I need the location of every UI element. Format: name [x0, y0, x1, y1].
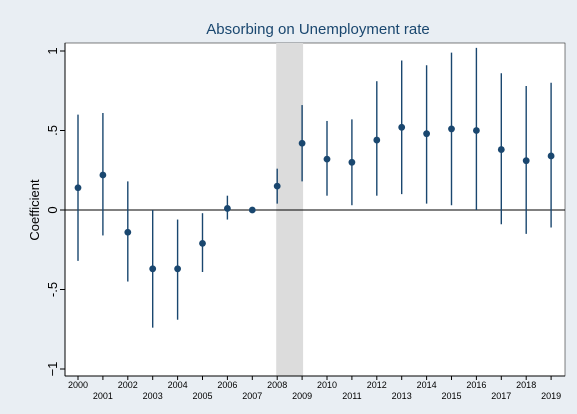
y-tick-label: -.5	[45, 282, 60, 297]
y-tick-label: 0	[45, 206, 60, 213]
x-tick-label: 2012	[367, 380, 387, 390]
x-tick-label: 2000	[68, 380, 88, 390]
data-point	[248, 206, 256, 214]
data-point	[522, 157, 530, 165]
data-point	[423, 130, 430, 138]
y-tick-label: .5	[45, 125, 60, 136]
data-point	[273, 182, 281, 190]
data-point	[124, 228, 132, 236]
x-tick-label: 2008	[267, 380, 287, 390]
x-tick-label: 2005	[192, 391, 212, 401]
data-point	[199, 239, 206, 247]
x-ticks: 2000 2001 2002 2003 2004 2005 2006 2007 2008 2009…	[68, 376, 561, 401]
x-tick-label: 2016	[466, 380, 486, 390]
data-point	[547, 152, 555, 160]
data-points	[74, 123, 555, 273]
data-point	[224, 205, 231, 212]
x-tick-label: 2015	[441, 391, 461, 401]
data-point	[373, 136, 381, 144]
y-tick-label: −1	[45, 362, 60, 377]
x-tick-label: 2010	[317, 380, 337, 390]
y-tick-label: 1	[45, 47, 60, 54]
x-tick-label: 2019	[541, 391, 561, 401]
x-tick-label: 2009	[292, 391, 312, 401]
x-tick-label: 2014	[417, 380, 437, 390]
data-point	[348, 158, 356, 166]
x-tick-label: 2002	[118, 380, 138, 390]
data-point	[473, 127, 480, 134]
data-point	[497, 146, 505, 153]
x-tick-label: 2001	[93, 391, 113, 401]
data-point	[448, 125, 455, 133]
x-tick-label: 2006	[217, 380, 237, 390]
data-point	[174, 265, 182, 273]
chart-title: Absorbing on Unemployment rate	[206, 21, 429, 38]
x-tick-label: 2011	[342, 391, 361, 401]
x-tick-label: 2004	[168, 380, 188, 390]
x-tick-label: 2003	[143, 391, 163, 401]
data-point	[99, 171, 107, 179]
x-tick-label: 2018	[516, 380, 536, 390]
data-point	[149, 265, 157, 273]
x-tick-label: 2007	[242, 391, 262, 401]
data-point	[74, 184, 82, 192]
x-tick-label: 2013	[392, 391, 412, 401]
data-point	[298, 139, 306, 147]
data-point	[323, 155, 331, 163]
y-ticks: 1 .5 0 -.5 −1	[45, 47, 65, 376]
x-tick-label: 2017	[491, 391, 511, 401]
y-axis-label: Coefficient	[27, 179, 42, 241]
data-point	[398, 123, 406, 131]
